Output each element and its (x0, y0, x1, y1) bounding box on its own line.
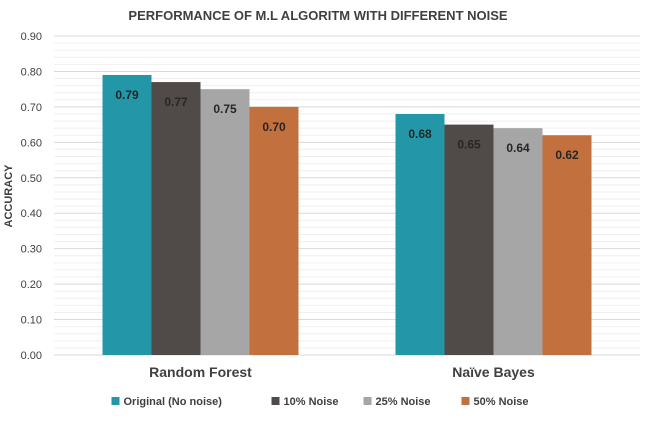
legend-swatch (111, 397, 120, 405)
legend-label: 50% Noise (474, 396, 529, 408)
y-tick-label: 0.60 (21, 137, 42, 149)
bar (395, 113, 445, 355)
x-category-label: Random Forest (149, 364, 252, 380)
y-axis-label: ACCURACY (3, 164, 15, 228)
legend-swatch (461, 397, 470, 405)
y-tick-label: 0.80 (21, 66, 42, 78)
data-label: 0.77 (164, 95, 188, 109)
bar (249, 106, 299, 355)
bar (493, 128, 543, 355)
chart-title: PERFORMANCE OF M.L ALGORITM WITH DIFFERE… (128, 8, 507, 23)
y-tick-label: 0.70 (21, 102, 42, 114)
bar (200, 89, 250, 356)
data-label: 0.75 (213, 102, 237, 116)
legend-swatch (363, 397, 372, 405)
data-label: 0.68 (408, 127, 432, 141)
y-tick-label: 0.50 (21, 173, 42, 185)
x-axis-categories: Random Forest Naïve Bayes (149, 364, 535, 380)
bar (102, 74, 152, 355)
legend-label: 25% Noise (376, 396, 431, 408)
data-label: 0.65 (457, 138, 481, 152)
x-category-label: Naïve Bayes (452, 364, 535, 380)
y-tick-label: 0.40 (21, 208, 42, 220)
data-labels: 0.79 0.77 0.75 0.70 0.68 0.65 0.64 0.62 (115, 88, 579, 162)
legend-label: 10% Noise (284, 396, 339, 408)
y-tick-label: 0.00 (21, 350, 42, 362)
bars (102, 74, 592, 356)
y-tick-label: 0.20 (21, 279, 42, 291)
data-label: 0.64 (506, 141, 530, 155)
bar (444, 124, 494, 355)
data-label: 0.70 (262, 120, 286, 134)
data-label: 0.62 (555, 148, 579, 162)
bar (151, 82, 201, 356)
y-tick-label: 0.10 (21, 315, 42, 327)
y-tick-label: 0.90 (21, 31, 42, 43)
legend: Original (No noise) 10% Noise 25% Noise 50%… (111, 396, 529, 408)
legend-swatch (271, 397, 280, 405)
bar (542, 135, 592, 355)
y-tick-label: 0.30 (21, 244, 42, 256)
data-label: 0.79 (115, 88, 139, 102)
legend-label: Original (No noise) (124, 396, 223, 408)
y-axis-ticks: 0.00 0.10 0.20 0.30 0.40 0.50 0.60 0.70 0.80 0.90 (21, 31, 42, 362)
